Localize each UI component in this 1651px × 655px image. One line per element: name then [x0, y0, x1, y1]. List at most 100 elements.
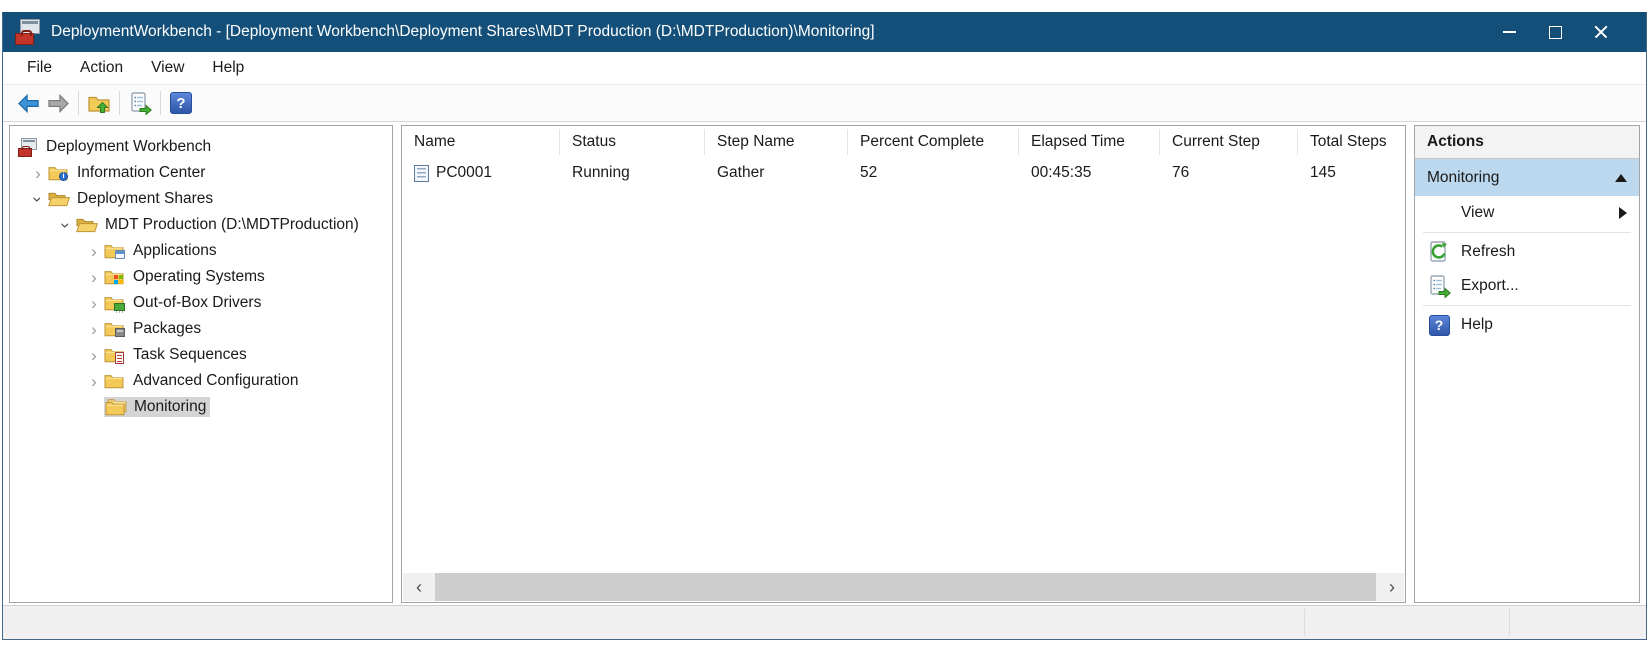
toolbar-separator: [78, 91, 79, 115]
action-label: Export...: [1461, 277, 1519, 294]
actions-pane-title: Actions: [1415, 126, 1639, 159]
chevron-collapsed-icon[interactable]: [84, 295, 104, 312]
cell-elapsed-time: 00:45:35: [1031, 164, 1092, 181]
content-area: Deployment Workbench i Information Cente…: [3, 122, 1646, 605]
close-button[interactable]: [1578, 12, 1624, 52]
tree-item-operating-systems[interactable]: Operating Systems: [10, 264, 392, 290]
chevron-collapsed-icon[interactable]: [84, 347, 104, 364]
actions-separator: [1423, 305, 1631, 306]
table-row[interactable]: PC0001 Running Gather 52 00:45:35 76 145: [402, 158, 1405, 188]
cell-current-step: 76: [1172, 164, 1190, 181]
mmc-console-icon: [15, 19, 41, 45]
folder-drivers-icon: [104, 294, 126, 313]
scroll-left-arrow-icon[interactable]: ‹: [416, 577, 422, 597]
list-header: Name Status Step Name Percent Complete E…: [402, 126, 1405, 158]
chevron-expanded-icon[interactable]: [28, 191, 48, 208]
chevron-collapsed-icon[interactable]: [84, 243, 104, 260]
back-arrow-icon: [17, 93, 40, 114]
menu-view[interactable]: View: [151, 59, 185, 76]
menu-file[interactable]: File: [27, 59, 52, 76]
forward-button[interactable]: [43, 89, 73, 117]
collapse-group-icon[interactable]: [1615, 173, 1627, 182]
action-refresh[interactable]: Refresh: [1415, 235, 1639, 269]
tree-item-label: Deployment Shares: [77, 190, 214, 207]
actions-group-label: Monitoring: [1427, 168, 1500, 186]
folder-icon: [104, 372, 126, 390]
toolbar-separator: [119, 91, 120, 115]
cell-total-steps: 145: [1310, 164, 1336, 181]
back-button[interactable]: [13, 89, 43, 117]
menu-action[interactable]: Action: [79, 59, 124, 76]
scroll-right-arrow-icon[interactable]: ›: [1389, 577, 1395, 597]
folder-task-sequences-icon: [104, 346, 126, 364]
chevron-collapsed-icon[interactable]: [84, 269, 104, 286]
actions-group-monitoring[interactable]: Monitoring: [1415, 159, 1639, 196]
tree-item-mdt-production[interactable]: MDT Production (D:\MDTProduction): [10, 212, 392, 238]
column-header-status[interactable]: Status: [560, 129, 705, 155]
folder-packages-icon: [104, 320, 126, 338]
help-button[interactable]: ?: [166, 89, 196, 117]
tree-item-label: Task Sequences: [133, 346, 247, 363]
tree-selection-highlight: Monitoring: [104, 397, 211, 417]
tree-item-label: Information Center: [77, 164, 206, 181]
actions-separator: [1423, 232, 1631, 233]
tree-item-label: Monitoring: [134, 398, 207, 415]
tree-item-deployment-shares[interactable]: Deployment Shares: [10, 186, 392, 212]
chevron-collapsed-icon[interactable]: [84, 373, 104, 390]
close-icon: [1593, 24, 1609, 40]
menu-bar: File Action View Help: [3, 52, 1646, 85]
chevron-collapsed-icon[interactable]: [84, 321, 104, 338]
app-window: DeploymentWorkbench - [Deployment Workbe…: [2, 12, 1647, 640]
console-tree-pane: Deployment Workbench i Information Cente…: [9, 125, 393, 603]
title-bar: DeploymentWorkbench - [Deployment Workbe…: [3, 12, 1646, 52]
tree-item-label: MDT Production (D:\MDTProduction): [105, 216, 359, 233]
cell-step-name: Gather: [717, 164, 765, 181]
action-view[interactable]: View: [1415, 196, 1639, 230]
tree-item-label: Applications: [133, 242, 217, 259]
column-header-total-steps[interactable]: Total Steps: [1310, 133, 1387, 150]
cell-name-text: PC0001: [436, 164, 493, 181]
minimize-button[interactable]: [1486, 12, 1532, 52]
tree-item-out-of-box-drivers[interactable]: Out-of-Box Drivers: [10, 290, 392, 316]
column-header-percent-complete[interactable]: Percent Complete: [848, 129, 1019, 155]
folder-applications-icon: [104, 242, 126, 260]
cell-percent-complete: 52: [860, 164, 878, 181]
folder-open-icon: [76, 216, 98, 234]
horizontal-scrollbar[interactable]: ‹ ›: [403, 573, 1404, 601]
tree-item-label: Deployment Workbench: [46, 138, 212, 155]
chevron-expanded-icon[interactable]: [56, 217, 76, 234]
action-icon-spacer: [1427, 201, 1451, 225]
menu-help[interactable]: Help: [212, 59, 245, 76]
maximize-button[interactable]: [1532, 12, 1578, 52]
minimize-icon: [1502, 31, 1516, 33]
action-label: Help: [1461, 316, 1493, 333]
column-header-elapsed-time[interactable]: Elapsed Time: [1019, 129, 1160, 155]
column-header-name[interactable]: Name: [402, 129, 560, 155]
action-help[interactable]: ? Help: [1415, 308, 1639, 342]
forward-arrow-icon: [47, 93, 70, 114]
window-controls: [1486, 12, 1624, 52]
chevron-collapsed-icon[interactable]: [28, 165, 48, 182]
scrollbar-thumb[interactable]: [435, 573, 1376, 601]
folder-monitoring-icon: [105, 398, 127, 416]
tree-item-label: Operating Systems: [133, 268, 265, 285]
column-header-current-step[interactable]: Current Step: [1160, 129, 1298, 155]
tree-item-deployment-workbench[interactable]: Deployment Workbench: [10, 134, 392, 160]
actions-pane: Actions Monitoring View Refresh: [1414, 125, 1640, 603]
export-list-button[interactable]: [125, 89, 155, 117]
window-title: DeploymentWorkbench - [Deployment Workbe…: [51, 23, 875, 40]
tree-item-information-center[interactable]: i Information Center: [10, 160, 392, 186]
column-header-step-name[interactable]: Step Name: [705, 129, 848, 155]
submenu-arrow-icon: [1619, 207, 1627, 219]
tree-item-advanced-configuration[interactable]: Advanced Configuration: [10, 368, 392, 394]
tree-item-packages[interactable]: Packages: [10, 316, 392, 342]
tree-item-applications[interactable]: Applications: [10, 238, 392, 264]
up-one-level-button[interactable]: [84, 89, 114, 117]
up-one-level-icon: [87, 92, 111, 114]
toolbar-separator: [160, 91, 161, 115]
action-label: View: [1461, 204, 1495, 221]
tree-item-task-sequences[interactable]: Task Sequences: [10, 342, 392, 368]
folder-info-icon: i: [48, 164, 70, 182]
tree-item-monitoring[interactable]: Monitoring: [10, 394, 392, 420]
action-export[interactable]: Export...: [1415, 269, 1639, 303]
